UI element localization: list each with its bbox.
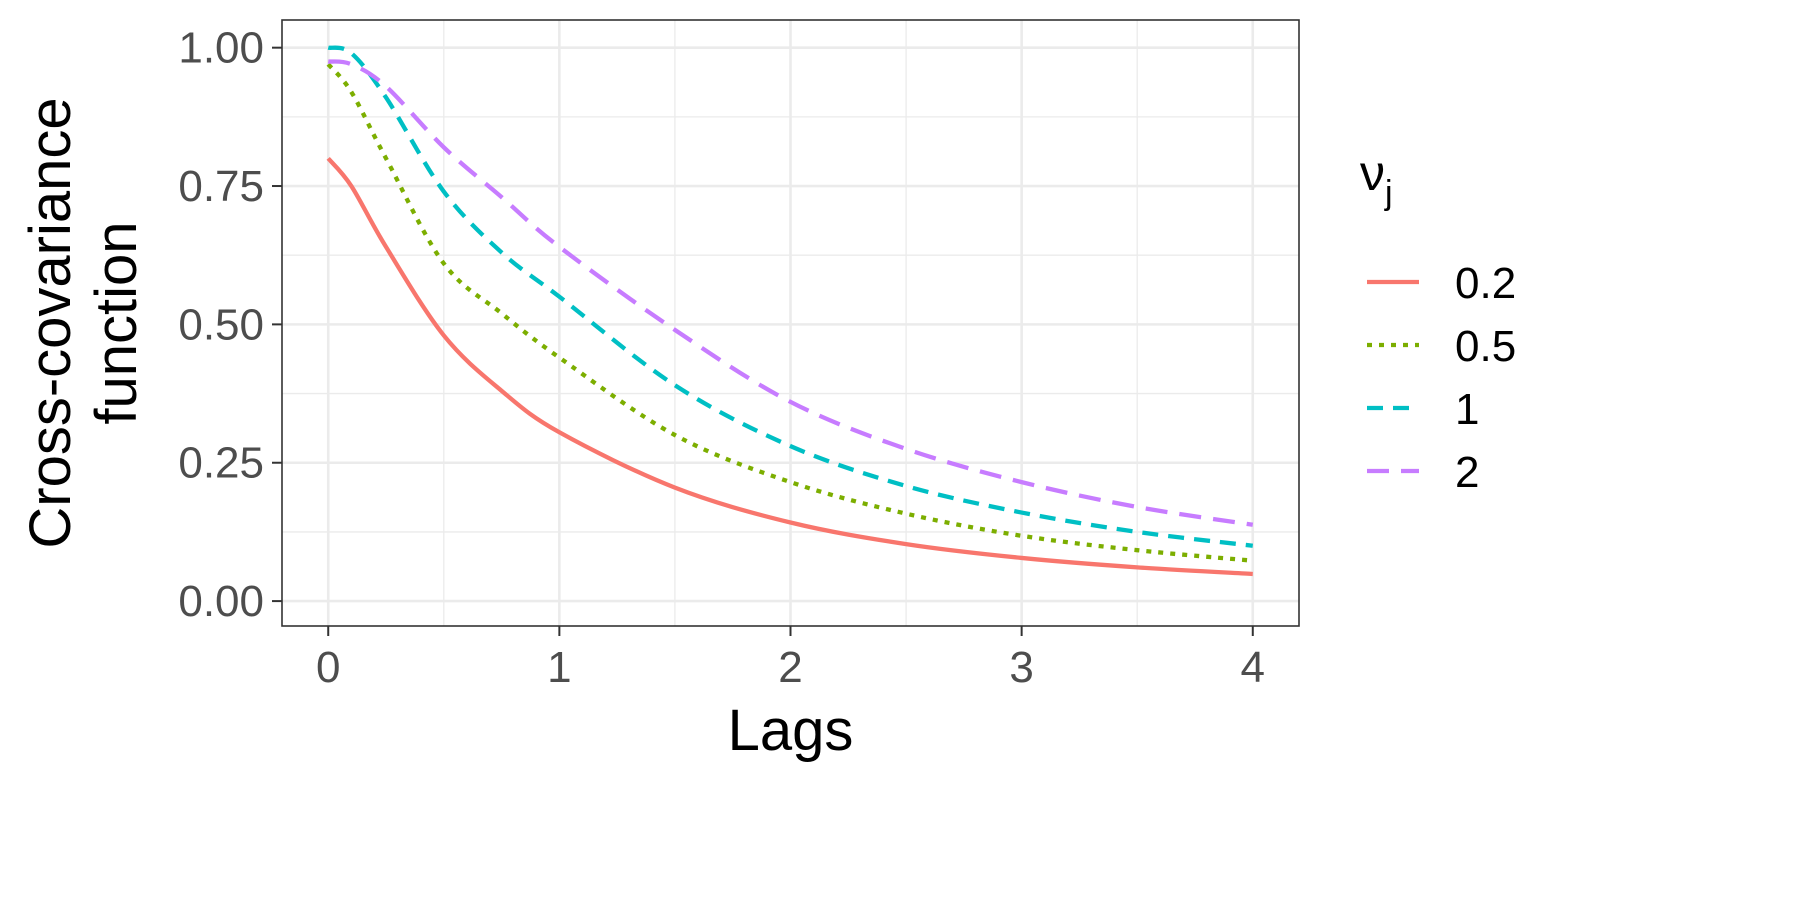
legend-label-0.5: 0.5 (1455, 322, 1516, 371)
x-axis-title: Lags (728, 698, 854, 763)
legend-label-2: 2 (1455, 448, 1479, 497)
y-axis-title-line2: function (84, 221, 149, 424)
y-tick-label: 0.75 (178, 162, 264, 211)
grid (282, 20, 1299, 626)
x-tick-label: 1 (547, 643, 571, 692)
x-tick-label: 2 (778, 643, 802, 692)
x-tick-label: 4 (1241, 643, 1265, 692)
x-tick-label: 3 (1009, 643, 1033, 692)
legend-label-1: 1 (1455, 385, 1479, 434)
legend-title-subscript: j (1384, 174, 1393, 212)
y-tick-label: 0.00 (178, 577, 264, 626)
series-line-0.5 (326, 62, 1253, 563)
legend-title-main: ν (1360, 145, 1385, 201)
axis-ticks: 0 1 2 3 4 0.00 0.25 0.50 0.75 1.00 (178, 24, 1265, 692)
y-tick-label: 0.25 (178, 439, 264, 488)
legend-title: νj (1360, 145, 1393, 212)
series-line-0.2 (326, 156, 1253, 577)
y-tick-label: 1.00 (178, 24, 264, 73)
series-lines (326, 45, 1254, 577)
legend-label-0.2: 0.2 (1455, 259, 1516, 308)
y-tick-label: 0.50 (178, 300, 264, 349)
series-line-2 (327, 59, 1254, 527)
legend: νj 0.2 0.5 1 2 (1360, 145, 1516, 497)
x-tick-label: 0 (316, 643, 340, 692)
series-line-1 (327, 45, 1254, 548)
y-axis-title-line1: Cross-covariance (18, 97, 83, 548)
